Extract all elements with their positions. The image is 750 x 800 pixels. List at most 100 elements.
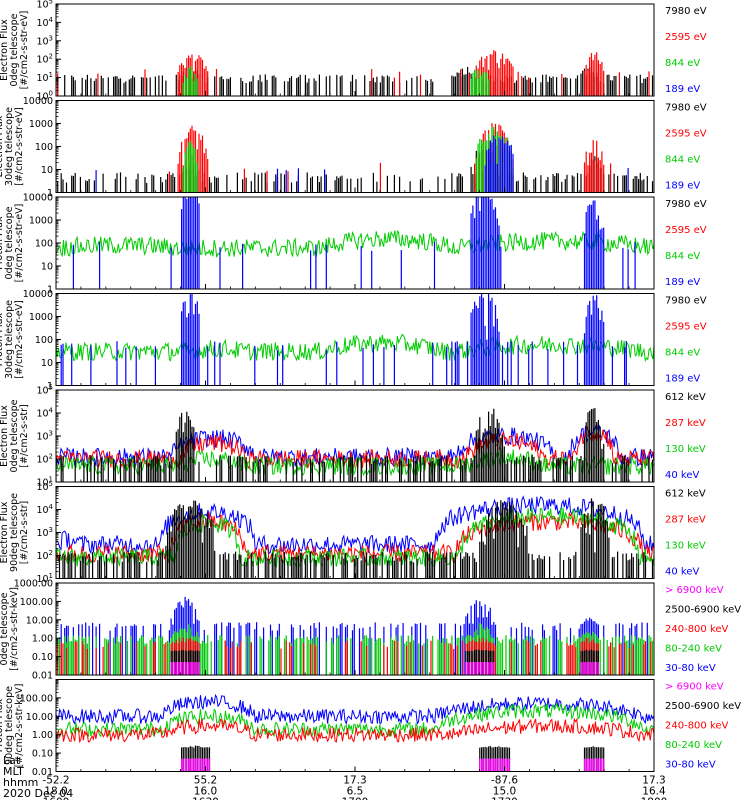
series-trace xyxy=(56,507,654,569)
channel-label: 2595 eV xyxy=(665,225,707,236)
panel-meped-proton-0deg: 0.01 0.10 1.00 10.00 100.00 1000.00 0deg teles… xyxy=(0,579,741,682)
y-tick-label: 1 xyxy=(47,381,53,392)
channel-label: 2595 eV xyxy=(665,129,707,140)
panel-ylabel: [#/cm2-s-str-eV] xyxy=(14,107,25,186)
y-tick-label: 100.00 xyxy=(20,693,53,704)
series-189-ev xyxy=(60,293,627,386)
panel-data-ted-proton-0deg xyxy=(56,197,654,289)
y-tick-exp: 3 xyxy=(49,34,53,42)
channel-label: 287 keV xyxy=(665,418,706,429)
y-tick-label: 1000 xyxy=(29,119,53,130)
channel-label: 189 eV xyxy=(665,84,700,95)
panel-ylabel: [#/cm2-s-str-keV] xyxy=(14,684,25,768)
panel-ylabel: Electron Flux xyxy=(0,501,10,563)
y-tick-label: 101 xyxy=(36,71,53,84)
series-130-kev xyxy=(56,507,654,569)
panel-ylabel: [#/cm2-s-str-eV] xyxy=(19,11,30,90)
y-tick-label: 105 xyxy=(36,0,53,11)
y-tick-label: 105 xyxy=(36,384,53,397)
y-tick-label: 102 xyxy=(36,549,53,562)
panel-frame xyxy=(55,3,655,97)
channel-label: 40 keV xyxy=(665,567,699,578)
y-tick-label: 104 xyxy=(36,16,53,29)
panel-ted-proton-0deg: 1 10 100 1000 10000 Proton Flux 0deg telescope… xyxy=(0,193,707,296)
channel-label: > 6900 keV xyxy=(665,585,724,596)
y-tick-label: 1.00 xyxy=(32,730,53,741)
panel-ted-electron-30deg: 1 10 100 1000 10000 Electron Flux 30deg telesc… xyxy=(0,96,707,199)
y-tick-exp: 1 xyxy=(49,476,53,484)
panel-data-meped-electron-0deg xyxy=(56,408,654,482)
y-tick-label: 103 xyxy=(36,34,53,47)
channel-label: 189 eV xyxy=(665,374,700,385)
y-tick-label: 10000 xyxy=(23,289,53,300)
channel-label: 844 eV xyxy=(665,348,700,359)
series-30-80-kev xyxy=(56,693,654,726)
channel-label: 2595 eV xyxy=(665,322,707,333)
panel-ylabel: [#/cm2-s-str] xyxy=(19,404,30,467)
channel-label: 2500-6900 keV xyxy=(665,605,741,616)
y-tick-label: 1 xyxy=(47,285,53,296)
x-tick-label: 1730 xyxy=(491,797,518,800)
panel-ylabel: [#/cm2-s-str-eV] xyxy=(14,204,25,283)
y-tick-exp: 3 xyxy=(49,430,53,438)
x-tick-label: -52.2 xyxy=(42,775,69,787)
y-tick-label: 102 xyxy=(36,53,53,66)
y-tick-exp: 2 xyxy=(49,549,53,557)
series-trace xyxy=(56,511,654,563)
series-844-ev xyxy=(56,333,654,363)
channel-label: 287 keV xyxy=(665,515,706,526)
channel-label: 240-800 keV xyxy=(665,721,729,732)
y-tick-label: 100.00 xyxy=(20,597,53,608)
series-844-ev xyxy=(182,126,514,193)
channel-label: 189 eV xyxy=(665,181,700,192)
x-tick-label: 1700 xyxy=(342,797,369,800)
row-label-lat: Lat xyxy=(3,754,21,767)
x-tick-label: 15.0 xyxy=(493,786,516,798)
y-tick-label: 10 xyxy=(41,165,53,176)
panel-frame xyxy=(55,196,655,290)
y-tick-label: 10000 xyxy=(23,96,53,107)
channel-label: 612 keV xyxy=(665,489,706,500)
series-240-800-kev xyxy=(56,717,654,744)
panel-data-meped-electron-90deg xyxy=(56,495,654,579)
panel-frame xyxy=(55,389,655,483)
y-tick-exp: 4 xyxy=(49,16,54,24)
channel-label: 130 keV xyxy=(665,444,706,455)
channel-label: 40 keV xyxy=(665,470,699,481)
y-tick-exp: 5 xyxy=(49,384,53,392)
channel-label: 844 eV xyxy=(665,58,700,69)
x-tick-label: 16.0 xyxy=(194,786,217,798)
row-label-mlt: MLT xyxy=(3,765,24,778)
series-trace xyxy=(56,693,654,726)
series-2595-ev xyxy=(168,123,612,193)
panel-frame xyxy=(55,293,655,386)
channel-label: 80-240 keV xyxy=(665,644,722,655)
series-2500-6900-kev xyxy=(181,745,605,772)
y-tick-exp: 0 xyxy=(49,90,53,98)
series-189-ev xyxy=(95,135,629,193)
panel-data-meped-proton-0deg xyxy=(56,596,654,675)
panel-frame xyxy=(55,100,655,193)
channel-label: 7980 eV xyxy=(665,6,707,17)
x-tick-label: 17.3 xyxy=(642,775,665,787)
series-trace xyxy=(56,333,654,363)
y-tick-label: 103 xyxy=(36,430,53,443)
panel-data-ted-electron-30deg xyxy=(56,123,654,193)
y-tick-label: 1.00 xyxy=(32,634,53,645)
channel-label: 130 keV xyxy=(665,541,706,552)
y-tick-label: 1000 xyxy=(29,312,53,323)
series-trace xyxy=(56,495,654,555)
y-tick-exp: 3 xyxy=(49,526,53,534)
x-tick-label: 17.3 xyxy=(343,775,366,787)
y-tick-label: 10.00 xyxy=(26,615,53,626)
panel-ted-proton-30deg: 1 10 100 1000 10000 Proton Flux 30deg telescop… xyxy=(0,289,707,392)
channel-label: 7980 eV xyxy=(665,199,707,210)
channel-label: 844 eV xyxy=(665,251,700,262)
series-612-kev xyxy=(58,498,654,579)
panel-ylabel: 90deg telescope xyxy=(9,493,20,572)
series-trace xyxy=(56,717,654,744)
y-tick-exp: 1 xyxy=(49,572,53,580)
panel-data-ted-proton-30deg xyxy=(56,293,654,386)
